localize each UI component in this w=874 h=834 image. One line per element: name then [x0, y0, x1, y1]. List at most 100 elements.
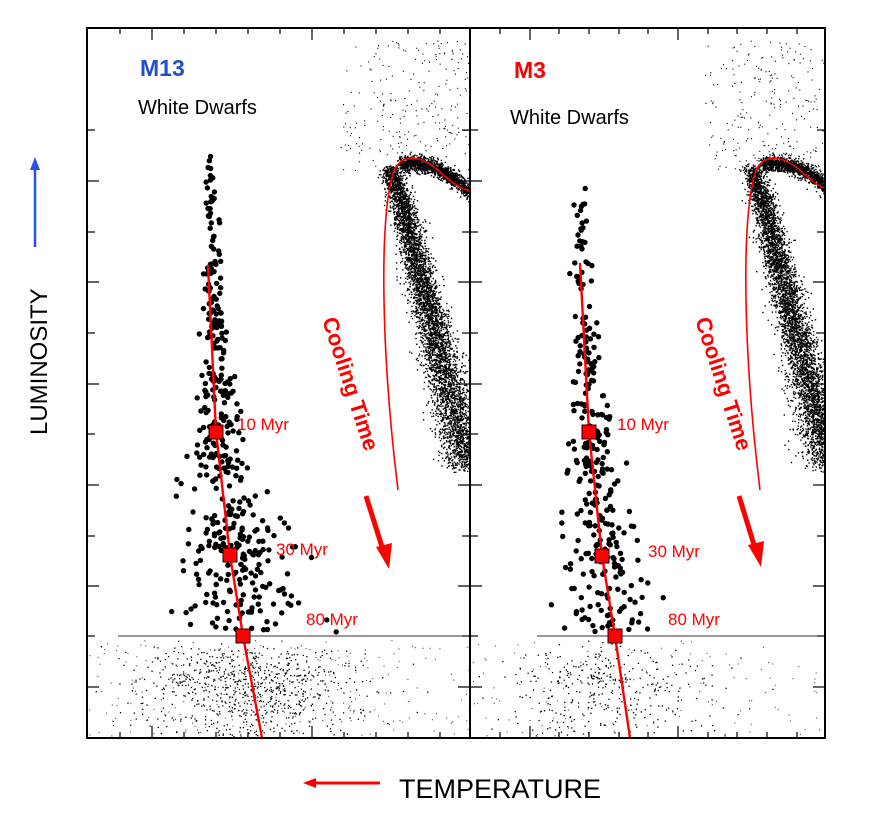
white-dwarf-point	[204, 591, 210, 598]
white-dwarf-point	[224, 608, 231, 615]
white-dwarf-point	[204, 334, 211, 341]
white-dwarf-point	[607, 542, 613, 548]
white-dwarf-point	[567, 270, 573, 277]
white-dwarf-point	[240, 592, 246, 598]
white-dwarf-point	[197, 427, 203, 433]
white-dwarf-point	[197, 472, 203, 478]
white-dwarf-point	[197, 454, 203, 460]
white-dwarf-point	[570, 401, 577, 408]
white-dwarf-point	[215, 519, 221, 526]
white-dwarf-point	[565, 441, 572, 447]
white-dwarf-point	[616, 608, 623, 614]
white-dwarf-point	[604, 466, 610, 472]
white-dwarf-point	[589, 568, 595, 575]
white-dwarf-point	[222, 337, 228, 344]
white-dwarf-point	[229, 464, 236, 470]
white-dwarf-point	[218, 376, 224, 382]
white-dwarf-point	[582, 520, 588, 526]
white-dwarf-point	[247, 502, 253, 508]
white-dwarf-point	[225, 430, 231, 436]
white-dwarf-point	[567, 561, 574, 567]
white-dwarf-point	[586, 490, 592, 497]
white-dwarf-point	[611, 556, 617, 562]
white-dwarf-point	[619, 556, 625, 563]
white-dwarf-point	[217, 290, 223, 297]
white-dwarf-point	[213, 322, 220, 328]
white-dwarf-point	[207, 568, 213, 574]
age-marker-10myr	[208, 424, 224, 440]
white-dwarf-point	[637, 610, 644, 617]
white-dwarf-point	[599, 466, 606, 472]
white-dwarf-point	[233, 448, 240, 454]
white-dwarf-point	[204, 526, 211, 533]
white-dwarf-point	[205, 213, 212, 219]
white-dwarf-point	[572, 260, 578, 266]
white-dwarf-point	[207, 225, 213, 231]
white-dwarf-point	[595, 457, 601, 463]
white-dwarf-point	[271, 532, 277, 539]
white-dwarf-point	[602, 495, 609, 502]
white-dwarf-point	[213, 345, 219, 351]
white-dwarf-point	[200, 424, 207, 431]
age-label-80myr-m3: 80 Myr	[668, 610, 720, 629]
white-dwarf-point	[214, 602, 220, 608]
panel-title-m3: M3	[514, 57, 546, 83]
white-dwarf-point	[636, 619, 642, 625]
white-dwarf-point	[579, 616, 585, 623]
white-dwarf-point	[219, 330, 225, 336]
white-dwarf-point	[586, 519, 593, 526]
white-dwarf-point	[627, 596, 633, 603]
white-dwarf-point	[246, 548, 253, 555]
white-dwarf-point	[580, 571, 586, 577]
white-dwarf-point	[199, 372, 205, 379]
white-dwarf-point	[203, 200, 209, 206]
white-dwarf-point	[595, 412, 601, 418]
white-dwarf-point	[183, 609, 189, 616]
white-dwarf-point	[595, 334, 602, 340]
white-dwarf-point	[218, 411, 224, 417]
white-dwarf-point	[248, 608, 255, 614]
white-dwarf-point	[583, 259, 589, 265]
white-dwarf-point	[203, 359, 209, 365]
white-dwarf-point	[559, 520, 565, 526]
white-dwarf-point	[628, 523, 635, 529]
white-dwarf-point	[570, 438, 577, 444]
white-dwarf-point	[615, 562, 621, 569]
white-dwarf-point	[609, 522, 615, 528]
age-label-10myr-m3: 10 Myr	[617, 415, 669, 434]
white-dwarf-point	[193, 560, 199, 567]
white-dwarf-point	[589, 262, 595, 269]
white-dwarf-point	[241, 495, 247, 501]
white-dwarf-point	[279, 610, 285, 616]
white-dwarf-point	[574, 212, 580, 218]
white-dwarf-point	[614, 543, 620, 550]
white-dwarf-point	[567, 566, 573, 572]
white-dwarf-point	[561, 625, 568, 631]
white-dwarf-point	[238, 408, 244, 415]
white-dwarf-point	[227, 381, 233, 387]
axis-ticks	[87, 28, 825, 738]
white-dwarf-point	[232, 513, 239, 519]
white-dwarf-point	[251, 594, 257, 600]
white-dwarf-point	[205, 205, 211, 212]
white-dwarf-point	[571, 408, 577, 414]
white-dwarf-point	[216, 543, 222, 550]
white-dwarf-point	[215, 305, 221, 312]
white-dwarf-point	[238, 561, 244, 568]
white-dwarf-point	[227, 375, 233, 382]
white-dwarf-point	[577, 343, 583, 349]
white-dwarf-point	[206, 454, 213, 460]
white-dwarf-point	[239, 536, 246, 542]
white-dwarf-point	[264, 626, 271, 633]
white-dwarf-point	[218, 258, 224, 264]
white-dwarf-point	[199, 545, 205, 552]
white-dwarf-point	[205, 164, 211, 171]
white-dwarf-point	[574, 459, 580, 466]
white-dwarf-point	[210, 521, 216, 527]
white-dwarf-point	[582, 408, 588, 414]
white-dwarf-point	[617, 550, 624, 556]
white-dwarf-point	[598, 591, 605, 597]
white-dwarf-point	[599, 460, 605, 467]
white-dwarf-point	[210, 237, 216, 244]
white-dwarf-point	[621, 589, 627, 596]
